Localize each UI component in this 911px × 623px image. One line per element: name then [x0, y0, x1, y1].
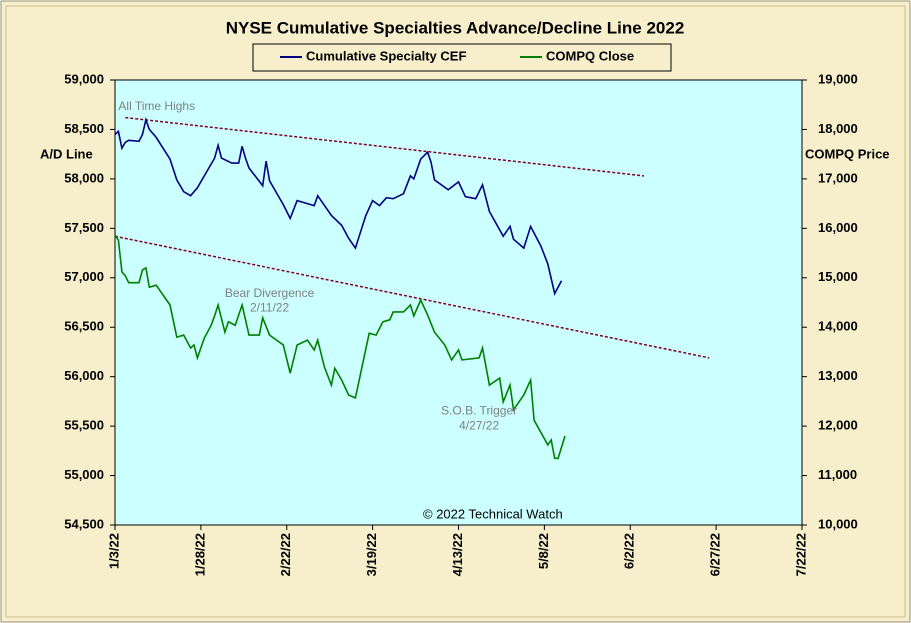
y-tick-label: 55,000	[64, 467, 104, 482]
annotation: 2/11/22	[250, 301, 289, 315]
y2-axis-label: COMPQ Price	[805, 146, 890, 161]
x-tick-label: 1/3/22	[106, 533, 121, 569]
chart-title: NYSE Cumulative Specialties Advance/Decl…	[226, 18, 685, 37]
y-tick-label: 55,500	[64, 418, 104, 433]
x-tick-label: 6/27/22	[708, 533, 723, 576]
legend	[252, 43, 672, 72]
y-axis-label: A/D Line	[40, 146, 93, 161]
y-tick-label: 56,500	[64, 319, 104, 334]
y-tick-label: 57,500	[64, 220, 104, 235]
frame	[5, 5, 906, 618]
y2-tick-label: 11,000	[818, 467, 857, 482]
x-tick-label: 3/19/22	[364, 533, 379, 576]
y2-tick-label: 14,000	[818, 319, 858, 334]
y2-tick-label: 17,000	[818, 170, 858, 185]
x-tick-label: 5/8/22	[536, 533, 551, 569]
x-tick-label: 7/22/22	[793, 533, 808, 576]
annotation: S.O.B. Trigger	[441, 403, 517, 417]
x-tick-label: 1/28/22	[192, 533, 207, 576]
y-tick-label: 54,500	[64, 516, 104, 531]
legend-label: COMPQ Close	[546, 48, 634, 63]
y2-tick-label: 12,000	[818, 418, 858, 433]
y-tick-label: 59,000	[64, 71, 104, 86]
y2-tick-label: 18,000	[818, 121, 858, 136]
annotation: All Time Highs	[118, 99, 195, 113]
x-tick-label: 4/13/22	[450, 533, 465, 576]
x-tick-label: 6/2/22	[622, 533, 637, 569]
y2-tick-label: 15,000	[818, 269, 858, 284]
trendline	[125, 116, 645, 177]
legend-label: Cumulative Specialty CEF	[306, 48, 466, 63]
y-tick-label: 58,500	[64, 121, 104, 136]
y-tick-label: 58,000	[64, 170, 104, 185]
y-tick-label: 56,000	[64, 368, 104, 383]
y2-tick-label: 10,000	[818, 516, 858, 531]
annotation: Bear Divergence	[225, 286, 315, 300]
annotation: © 2022 Technical Watch	[423, 507, 563, 522]
y2-tick-label: 19,000	[818, 71, 858, 86]
y2-tick-label: 13,000	[818, 368, 858, 383]
annotation: 4/27/22	[459, 418, 499, 432]
trendline	[114, 235, 710, 359]
y-tick-label: 57,000	[64, 269, 104, 284]
series-line	[114, 116, 563, 296]
series-line	[114, 234, 566, 460]
plot-area	[114, 79, 803, 526]
y2-tick-label: 16,000	[818, 220, 858, 235]
x-tick-label: 2/22/22	[278, 533, 293, 576]
